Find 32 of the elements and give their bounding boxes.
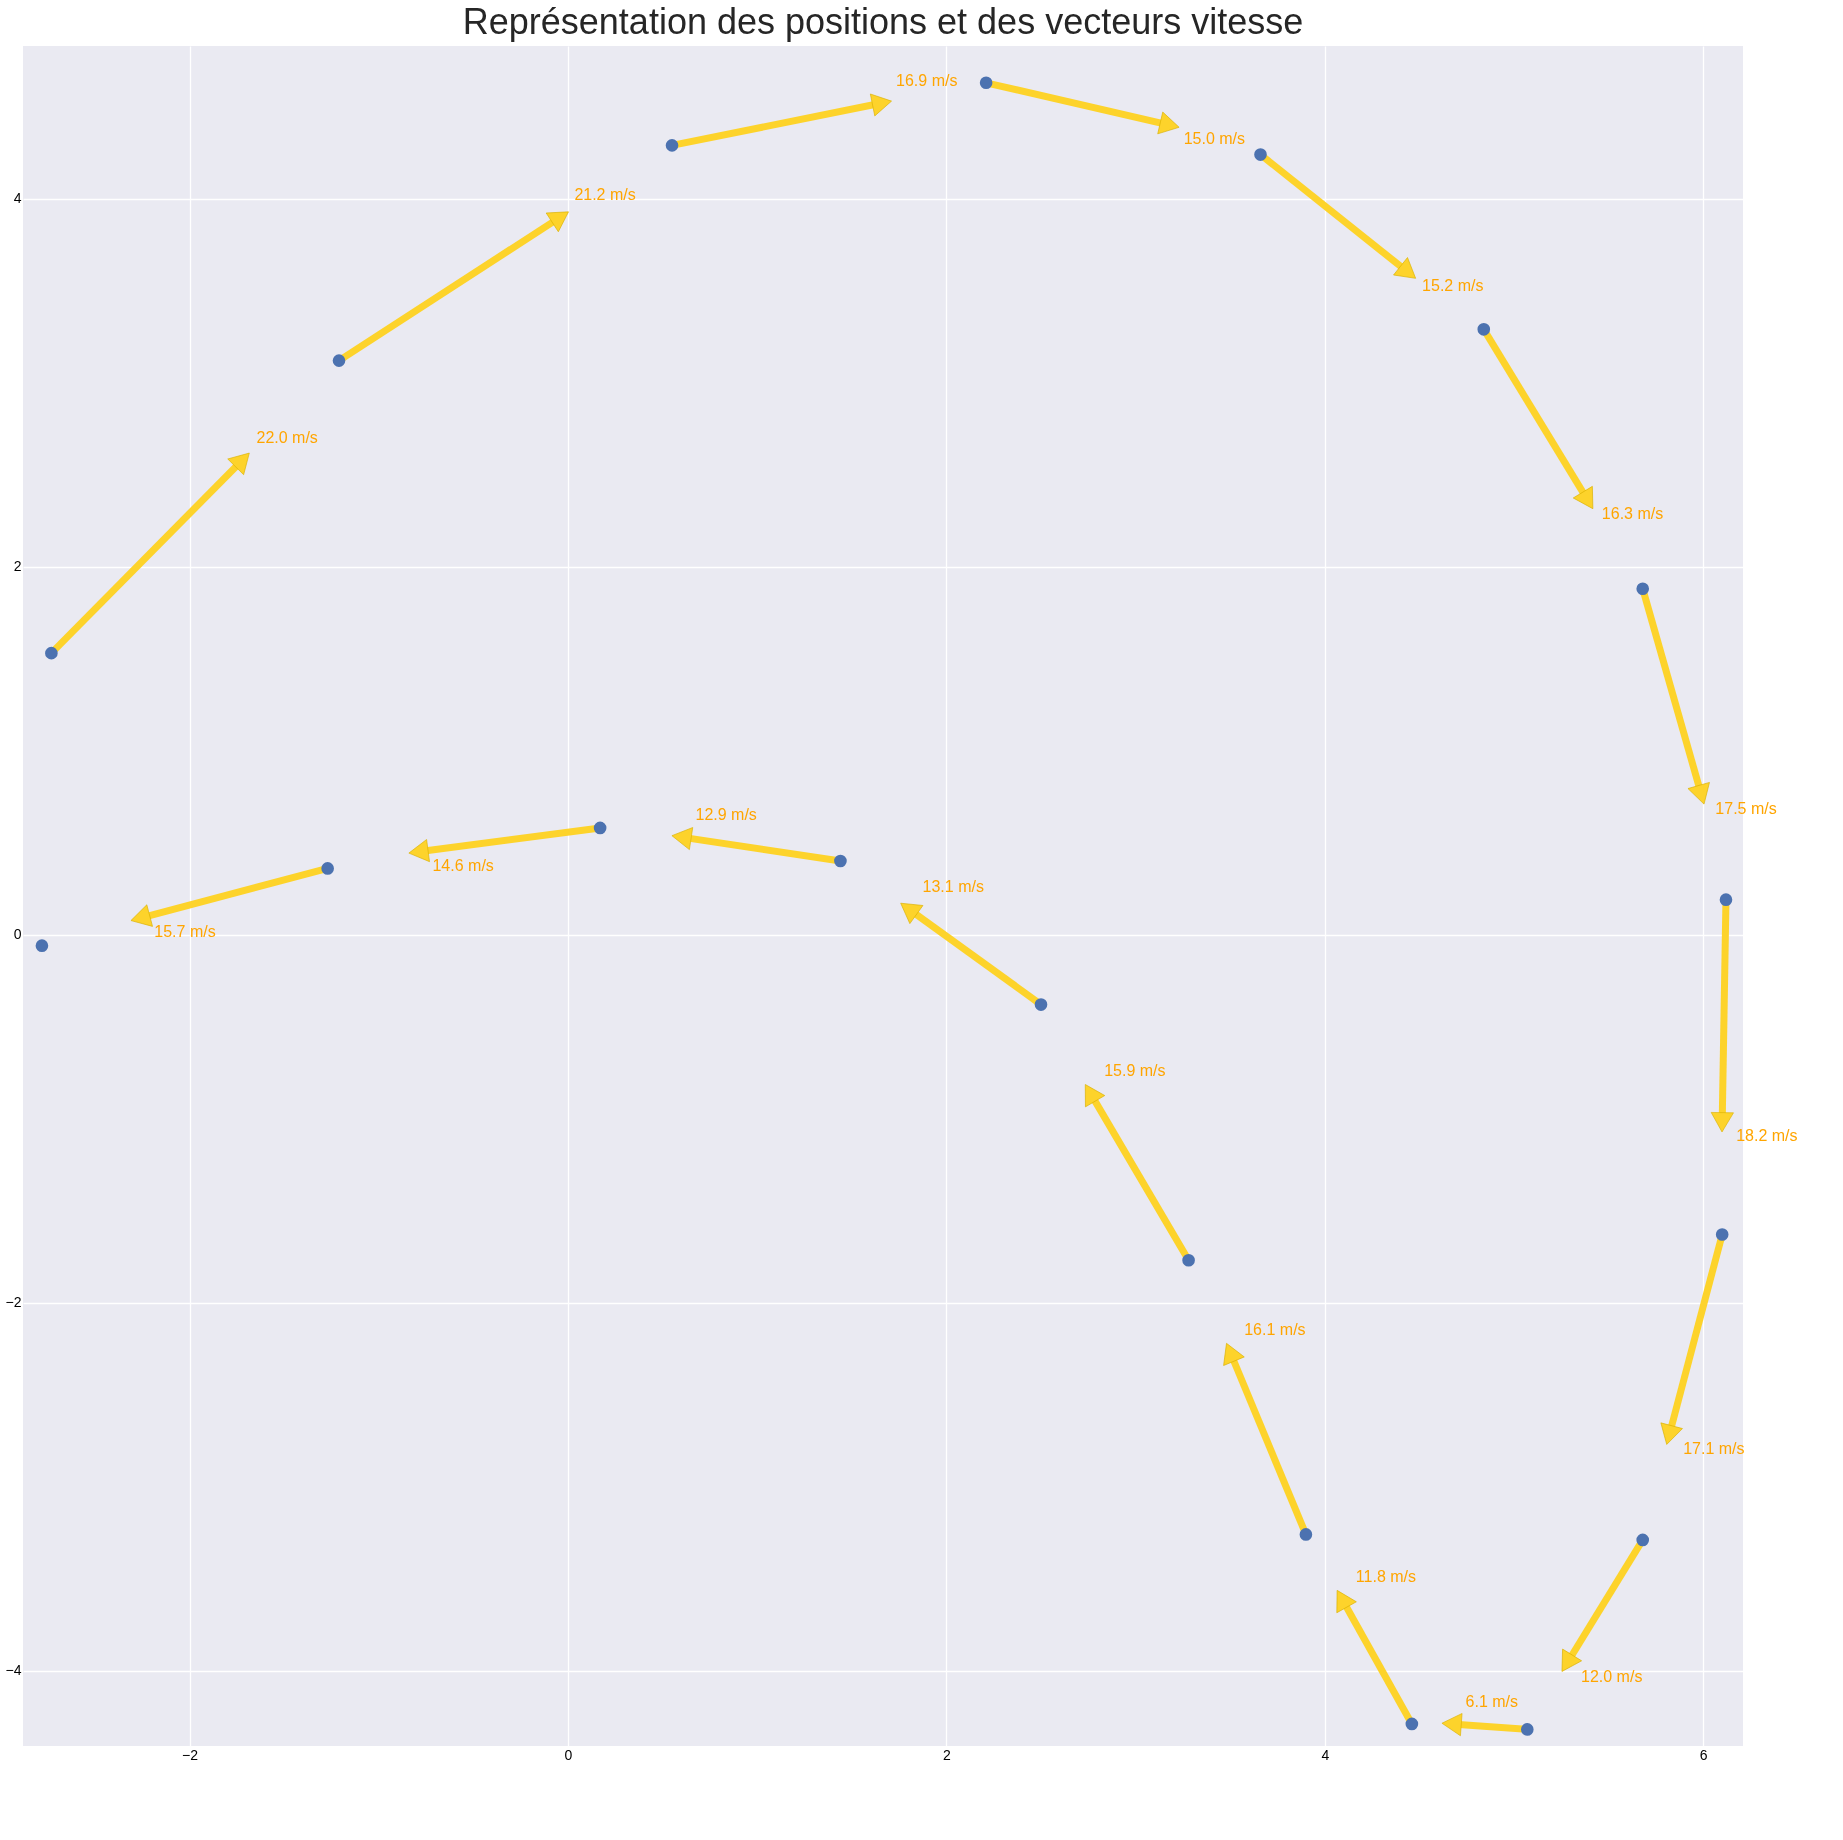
y-tick-label: 4 — [13, 190, 22, 207]
annotation: 18.2 m/s — [1736, 1127, 1798, 1145]
annotation: 16.3 m/s — [1601, 505, 1664, 523]
x-tick-label: 4 — [1321, 1746, 1330, 1763]
point — [1441, 1713, 1463, 1737]
point — [1710, 1112, 1734, 1133]
y-tick-label: −2 — [5, 1294, 22, 1311]
annotation: 16.9 m/s — [896, 72, 958, 90]
y-tick-label: 2 — [13, 558, 22, 575]
annotation: 17.1 m/s — [1683, 1440, 1745, 1458]
annotation: 13.1 m/s — [922, 877, 984, 895]
annotation: 22.0 m/s — [256, 428, 318, 446]
annotation: 16.1 m/s — [1244, 1321, 1306, 1339]
annotation: 15.9 m/s — [1104, 1061, 1166, 1079]
annotation: 14.6 m/s — [432, 856, 494, 874]
x-tick-label: 0 — [564, 1746, 573, 1763]
chart-title: Représentation des positions et des vecteurs vitesse — [462, 1, 1304, 42]
annotation: 21.2 m/s — [574, 186, 636, 204]
point — [35, 939, 49, 952]
annotation: 11.8 m/s — [1355, 1567, 1417, 1585]
annotation: 15.0 m/s — [1183, 130, 1246, 148]
annotation: 15.7 m/s — [154, 923, 216, 941]
annotation: 12.9 m/s — [695, 806, 757, 824]
y-tick-label: 0 — [13, 926, 22, 943]
x-tick-label: −2 — [182, 1746, 199, 1763]
annotation: 6.1 m/s — [1465, 1692, 1519, 1710]
x-tick-label: 2 — [942, 1746, 951, 1763]
annotation: 12.0 m/s — [1581, 1668, 1643, 1686]
x-tick-label: 6 — [1699, 1746, 1708, 1763]
annotation: 15.2 m/s — [1422, 277, 1484, 295]
annotation: 17.5 m/s — [1715, 799, 1777, 817]
y-tick-label: −4 — [5, 1662, 22, 1679]
